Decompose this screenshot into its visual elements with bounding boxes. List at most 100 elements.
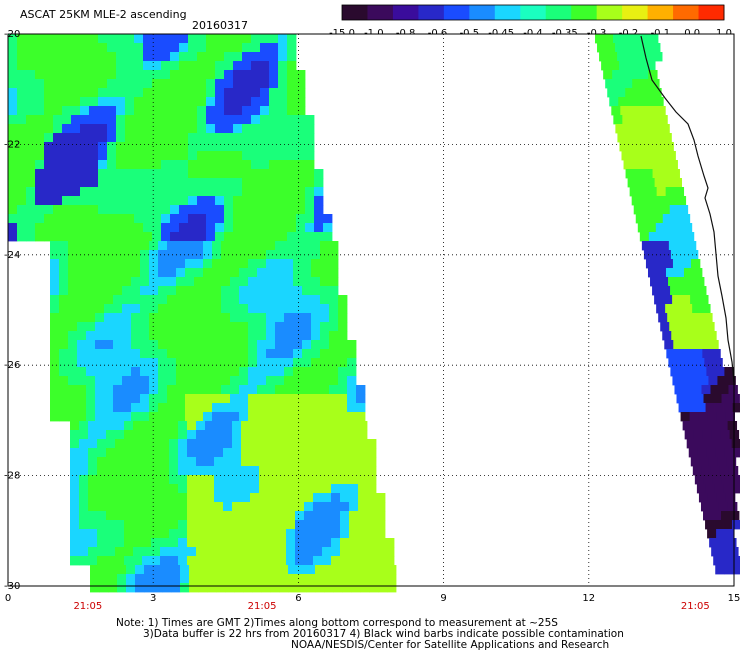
swath-cell <box>70 493 80 503</box>
swath-cell <box>8 61 18 71</box>
swath-cell <box>659 277 669 287</box>
swath-cell <box>214 529 224 539</box>
swath-cell <box>278 115 288 125</box>
swath-cell <box>694 313 704 323</box>
swath-cell <box>241 484 251 494</box>
swath-cell <box>340 538 350 548</box>
swath-cell <box>79 538 89 548</box>
swath-cell <box>133 493 143 503</box>
swath-cell <box>53 151 63 161</box>
swath-cell <box>266 403 276 413</box>
swath-cell <box>179 223 189 233</box>
swath-cell <box>233 115 243 125</box>
swath-cell <box>670 169 680 179</box>
swath-cell <box>232 493 242 503</box>
swath-cell <box>152 214 162 224</box>
swath-cell <box>286 430 296 440</box>
swath-cell <box>68 403 78 413</box>
swath-cell <box>203 241 213 251</box>
swath-cell <box>242 151 252 161</box>
swath-cell <box>142 493 152 503</box>
swath-cell <box>224 232 234 242</box>
swath-cell <box>77 358 87 368</box>
swath-cell <box>658 115 668 125</box>
swath-cell <box>97 421 107 431</box>
swath-cell <box>80 52 90 62</box>
swath-cell <box>70 475 80 485</box>
swath-cell <box>107 88 117 98</box>
swath-cell <box>340 520 350 530</box>
swath-cell <box>259 439 269 449</box>
swath-cell <box>284 331 294 341</box>
swath-cell <box>131 367 141 377</box>
swath-cell <box>134 205 144 215</box>
swath-cell <box>295 430 305 440</box>
swath-cell <box>206 223 216 233</box>
swath-cell <box>653 133 663 143</box>
swath-cell <box>242 61 252 71</box>
swath-cell <box>134 196 144 206</box>
swath-cell <box>206 115 216 125</box>
swath-cell <box>151 475 161 485</box>
swath-cell <box>668 277 678 287</box>
swath-cell <box>194 286 204 296</box>
swath-cell <box>232 529 242 539</box>
swath-cell <box>260 142 270 152</box>
swath-cell <box>124 538 134 548</box>
swath-cell <box>624 43 634 53</box>
swath-cell <box>331 529 341 539</box>
swath-cell <box>712 394 722 404</box>
swath-cell <box>68 259 78 269</box>
swath-cell <box>133 511 143 521</box>
swath-cell <box>161 34 171 44</box>
swath-cell <box>17 124 27 134</box>
swath-cell <box>224 223 234 233</box>
swath-cell <box>125 88 135 98</box>
swath-cell <box>647 187 658 197</box>
swath-cell <box>259 511 269 521</box>
swath-cell <box>731 439 740 449</box>
swath-cell <box>68 322 78 332</box>
swath-cell <box>726 376 736 386</box>
swath-cell <box>630 151 640 161</box>
swath-cell <box>122 259 132 269</box>
swath-cell <box>233 187 243 197</box>
swath-cell <box>212 286 222 296</box>
swath-cell <box>143 34 153 44</box>
swath-cell <box>124 448 134 458</box>
swath-cell <box>242 52 252 62</box>
swath-cell <box>59 286 69 296</box>
swath-cell <box>178 484 188 494</box>
swath-cell <box>187 529 197 539</box>
swath-cell <box>151 484 161 494</box>
swath-cell <box>296 196 306 206</box>
swath-cell <box>293 322 303 332</box>
swath-cell <box>331 484 341 494</box>
swath-cell <box>185 277 195 287</box>
swath-cell <box>169 421 179 431</box>
swath-cell <box>287 106 297 116</box>
swath-cell <box>224 205 234 215</box>
swath-cell <box>161 88 171 98</box>
swath-cell <box>367 502 377 512</box>
swath-cell <box>711 430 722 440</box>
swath-cell <box>675 232 686 242</box>
swath-cell <box>8 115 18 125</box>
swath-cell <box>179 124 189 134</box>
swath-cell <box>329 358 339 368</box>
swath-cell <box>637 223 648 233</box>
swath-cell <box>296 79 306 89</box>
swath-cell <box>232 430 242 440</box>
swath-cell <box>188 88 198 98</box>
swath-cell <box>358 421 368 431</box>
swath-cell <box>279 565 289 575</box>
swath-cell <box>8 124 18 134</box>
swath-cell <box>68 331 78 341</box>
swath-cell <box>206 124 216 134</box>
swath-cell <box>196 529 206 539</box>
swath-cell <box>670 286 680 296</box>
swath-cell <box>197 97 207 107</box>
swath-cell <box>143 52 153 62</box>
swath-cell <box>277 547 287 557</box>
swath-cell <box>221 340 231 350</box>
